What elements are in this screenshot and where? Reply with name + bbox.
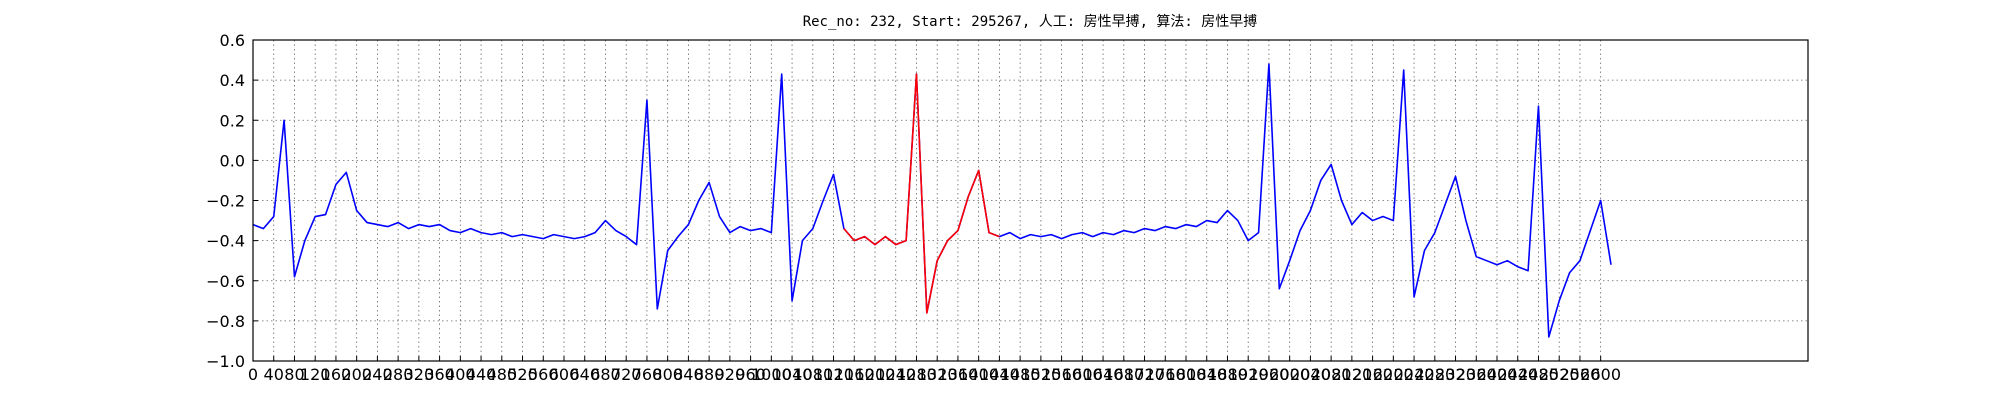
x-tick-label: 1120 [813, 365, 854, 384]
x-tick-label: 2520 [1539, 365, 1580, 384]
x-tick-label: 760 [632, 365, 663, 384]
x-tick-label: 2360 [1456, 365, 1497, 384]
x-tick-label: 80 [284, 365, 304, 384]
x-tick-label: 360 [424, 365, 455, 384]
x-tick-label: 160 [321, 365, 352, 384]
x-tick-label: 1840 [1186, 365, 1227, 384]
x-tick-label: 2280 [1414, 365, 1455, 384]
y-tick-label: 0.4 [220, 71, 245, 90]
y-tick-label: 0.2 [220, 111, 245, 130]
x-tick-label: 1400 [958, 365, 999, 384]
x-tick-label: 1800 [1166, 365, 1207, 384]
x-tick-label: 800 [652, 365, 683, 384]
x-tick-label: 2160 [1352, 365, 1393, 384]
x-tick-label: 2400 [1477, 365, 1518, 384]
x-tick-label: 1200 [855, 365, 896, 384]
x-tick-label: 840 [673, 365, 704, 384]
x-tick-label: 1040 [772, 365, 813, 384]
x-tick-label: 1240 [875, 365, 916, 384]
x-tick-label: 1720 [1124, 365, 1165, 384]
y-tick-label: 0.0 [220, 151, 245, 170]
x-tick-label: 600 [549, 365, 580, 384]
chart-title: Rec_no: 232, Start: 295267, 人工: 房性早搏, 算法… [803, 13, 1258, 30]
x-tick-label: 120 [300, 365, 331, 384]
series-line [843, 73, 1000, 314]
x-tick-label: 1960 [1249, 365, 1290, 384]
x-tick-label: 2080 [1311, 365, 1352, 384]
x-tick-label: 2240 [1394, 365, 1435, 384]
x-tick-label: 960 [735, 365, 766, 384]
x-tick-label: 280 [383, 365, 414, 384]
x-tick-label: 1520 [1021, 365, 1062, 384]
x-tick-label: 720 [611, 365, 642, 384]
x-tick-label: 2040 [1290, 365, 1331, 384]
y-tick-label: −0.6 [206, 272, 245, 291]
x-tick-label: 680 [590, 365, 621, 384]
x-tick-label: 320 [404, 365, 435, 384]
x-tick-label: 440 [466, 365, 497, 384]
x-tick-label: 240 [362, 365, 393, 384]
x-tick-label: 200 [341, 365, 372, 384]
x-tick-label: 2560 [1560, 365, 1601, 384]
y-tick-label: −0.4 [206, 232, 245, 251]
x-tick-label: 0 [248, 365, 258, 384]
y-tick-label: −1.0 [206, 352, 245, 371]
x-tick-label: 1320 [917, 365, 958, 384]
x-tick-label: 520 [507, 365, 538, 384]
x-tick-label: 1680 [1103, 365, 1144, 384]
x-tick-label: 1560 [1041, 365, 1082, 384]
x-tick-label: 2440 [1497, 365, 1538, 384]
x-tick-label: 1760 [1145, 365, 1186, 384]
x-tick-label: 1600 [1062, 365, 1103, 384]
x-tick-label: 1280 [896, 365, 937, 384]
x-tick-label: 1880 [1207, 365, 1248, 384]
x-tick-label: 2320 [1435, 365, 1476, 384]
x-tick-label: 2200 [1373, 365, 1414, 384]
x-tick-label: 1440 [979, 365, 1020, 384]
x-tick-label: 2480 [1518, 365, 1559, 384]
x-tick-label: 2000 [1269, 365, 1310, 384]
y-tick-label: −0.2 [206, 192, 245, 211]
x-tick-label: 2120 [1332, 365, 1373, 384]
x-tick-label: 1000 [751, 365, 792, 384]
x-tick-label: 1080 [792, 365, 833, 384]
x-tick-label: 1640 [1083, 365, 1124, 384]
plot-frame [252, 39, 1809, 362]
x-tick-label: 880 [694, 365, 725, 384]
x-tick-label: 920 [715, 365, 746, 384]
x-tick-label: 1480 [1000, 365, 1041, 384]
y-tick-label: 0.6 [220, 31, 245, 50]
x-tick-label: 1360 [938, 365, 979, 384]
x-tick-label: 480 [487, 365, 518, 384]
x-tick-label: 1160 [834, 365, 875, 384]
x-tick-label: 400 [445, 365, 476, 384]
x-tick-label: 560 [528, 365, 559, 384]
y-tick-label: −0.8 [206, 312, 245, 331]
x-tick-label: 640 [569, 365, 600, 384]
x-tick-label: 1920 [1228, 365, 1269, 384]
x-tick-label: 2600 [1580, 365, 1621, 384]
x-tick-label: 40 [264, 365, 284, 384]
